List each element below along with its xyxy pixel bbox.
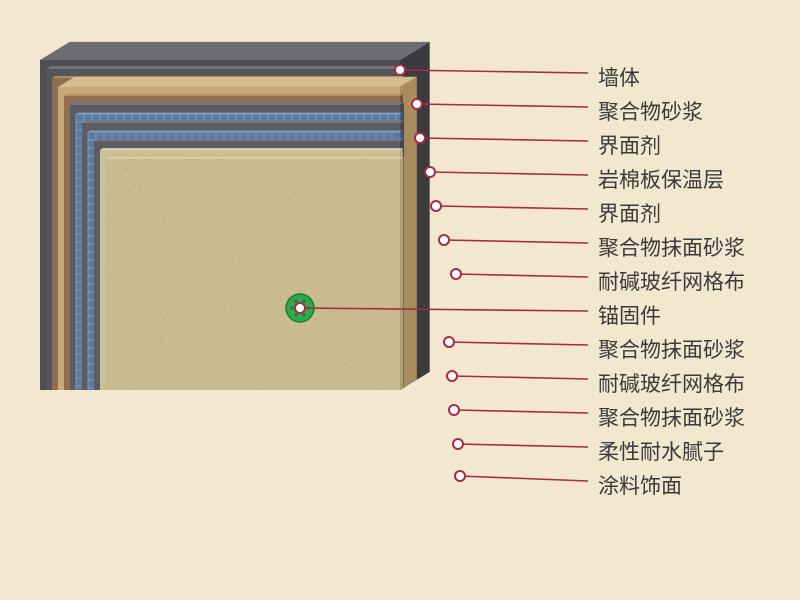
layer-label: 岩棉板保温层: [598, 164, 724, 194]
callout-marker: [449, 405, 459, 415]
layer-front: [106, 159, 400, 390]
layer-top: [40, 42, 430, 60]
callout-marker: [395, 65, 405, 75]
layer-label: 聚合物抹面砂浆: [598, 232, 745, 262]
callout-marker: [447, 371, 457, 381]
leader-line: [452, 376, 588, 379]
callout-marker: [444, 337, 454, 347]
leader-line: [444, 240, 588, 243]
layer-label: 聚合物砂浆: [598, 96, 703, 126]
callout-marker: [431, 201, 441, 211]
layer-top: [64, 94, 403, 96]
layer-label: 涂料饰面: [598, 470, 682, 500]
callout-marker: [295, 303, 305, 313]
leader-line: [449, 342, 588, 345]
layer-label: 锚固件: [598, 300, 661, 330]
callout-marker: [412, 99, 422, 109]
leader-line: [460, 476, 588, 481]
leader-line: [417, 104, 588, 107]
callout-marker: [415, 133, 425, 143]
layer-side: [400, 157, 403, 390]
leader-line: [458, 444, 588, 447]
layer-label: 柔性耐水腻子: [598, 436, 724, 466]
leader-line: [430, 172, 588, 175]
callout-marker: [455, 471, 465, 481]
callout-marker: [453, 439, 463, 449]
layer-label: 耐碱玻纤网格布: [598, 266, 745, 296]
layer-top: [82, 121, 404, 123]
callout-marker: [451, 269, 461, 279]
layer-label: 墙体: [598, 62, 640, 92]
layer-top: [106, 157, 403, 159]
layer-top: [100, 148, 403, 150]
leader-line: [420, 138, 588, 141]
layer-top: [58, 77, 417, 87]
layer-label: 耐碱玻纤网格布: [598, 368, 745, 398]
leader-line: [436, 206, 588, 209]
layer-label: 界面剂: [598, 130, 661, 160]
leader-line: [454, 410, 588, 413]
layer-top: [46, 66, 405, 69]
layer-label: 聚合物抹面砂浆: [598, 334, 745, 364]
layer-top: [94, 139, 404, 141]
layer-top: [70, 103, 404, 105]
leader-line: [456, 274, 588, 277]
layer-label: 聚合物抹面砂浆: [598, 402, 745, 432]
callout-marker: [439, 235, 449, 245]
callout-marker: [425, 167, 435, 177]
layer-label: 界面剂: [598, 198, 661, 228]
